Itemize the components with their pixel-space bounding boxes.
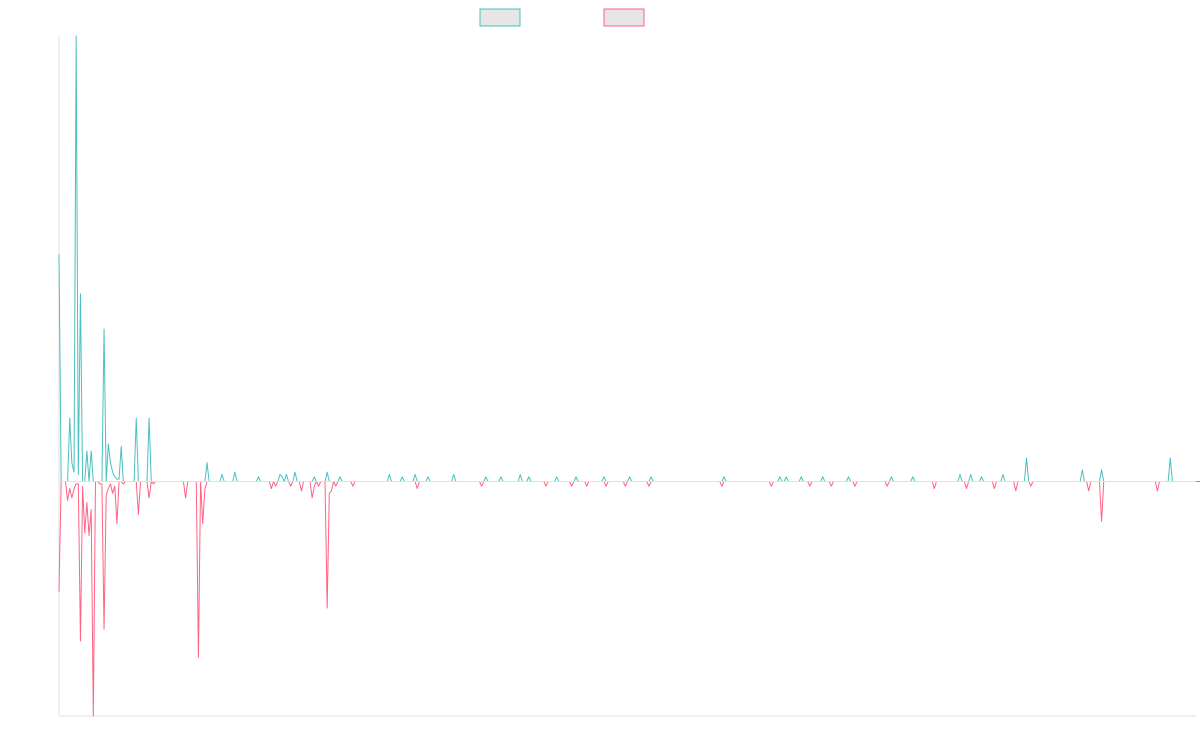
series-line-negative[interactable] bbox=[58, 481, 1200, 717]
legend[interactable] bbox=[479, 8, 645, 27]
series-layer bbox=[58, 35, 1200, 717]
series-line-positive[interactable] bbox=[58, 35, 1200, 483]
legend-swatch-positive[interactable] bbox=[479, 8, 521, 27]
legend-swatch-negative[interactable] bbox=[603, 8, 645, 27]
